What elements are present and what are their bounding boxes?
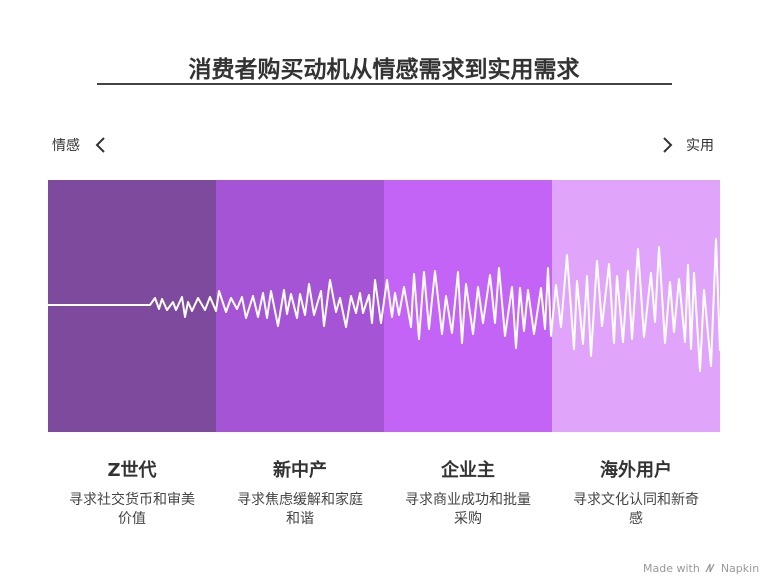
waveform-line	[48, 238, 720, 372]
made-with-footer: Made with Napkin	[643, 562, 759, 575]
segment-desc-line: 价值	[118, 511, 146, 527]
segment-desc-business-owners: 寻求商业成功和批量 采购	[384, 491, 552, 529]
axis-label-emotional: 情感	[52, 138, 80, 154]
segment-title-gen-z: Z世代	[107, 460, 157, 481]
napkin-logo-icon	[705, 563, 715, 573]
segment-title-new-middle-class: 新中产	[273, 460, 327, 481]
segment-desc-gen-z: 寻求社交货币和审美 价值	[48, 491, 216, 529]
segment-desc-line: 寻求商业成功和批量	[405, 492, 531, 508]
made-with-text: Made with	[643, 562, 700, 575]
segment-desc-new-middle-class: 寻求焦虑缓解和家庭 和谐	[216, 491, 384, 529]
page-title: 消费者购买动机从情感需求到实用需求	[188, 57, 580, 83]
segment-desc-line: 和谐	[286, 511, 314, 527]
segment-title-business-owners: 企业主	[441, 460, 495, 481]
chevron-left-icon	[95, 137, 105, 153]
napkin-brand-text: Napkin	[720, 562, 760, 575]
segment-title-overseas-users: 海外用户	[600, 460, 672, 481]
title-underline	[97, 83, 672, 85]
motivation-waveform	[48, 238, 720, 372]
chevron-right-icon	[663, 137, 673, 153]
segment-desc-line: 寻求社交货币和审美	[69, 492, 195, 508]
axis-label-practical: 实用	[686, 138, 714, 154]
segment-desc-line: 寻求焦虑缓解和家庭	[237, 492, 363, 508]
segment-desc-overseas-users: 寻求文化认同和新奇 感	[552, 491, 720, 529]
segment-desc-line: 寻求文化认同和新奇	[573, 492, 699, 508]
segment-desc-line: 采购	[454, 511, 482, 527]
segment-desc-line: 感	[629, 511, 643, 527]
